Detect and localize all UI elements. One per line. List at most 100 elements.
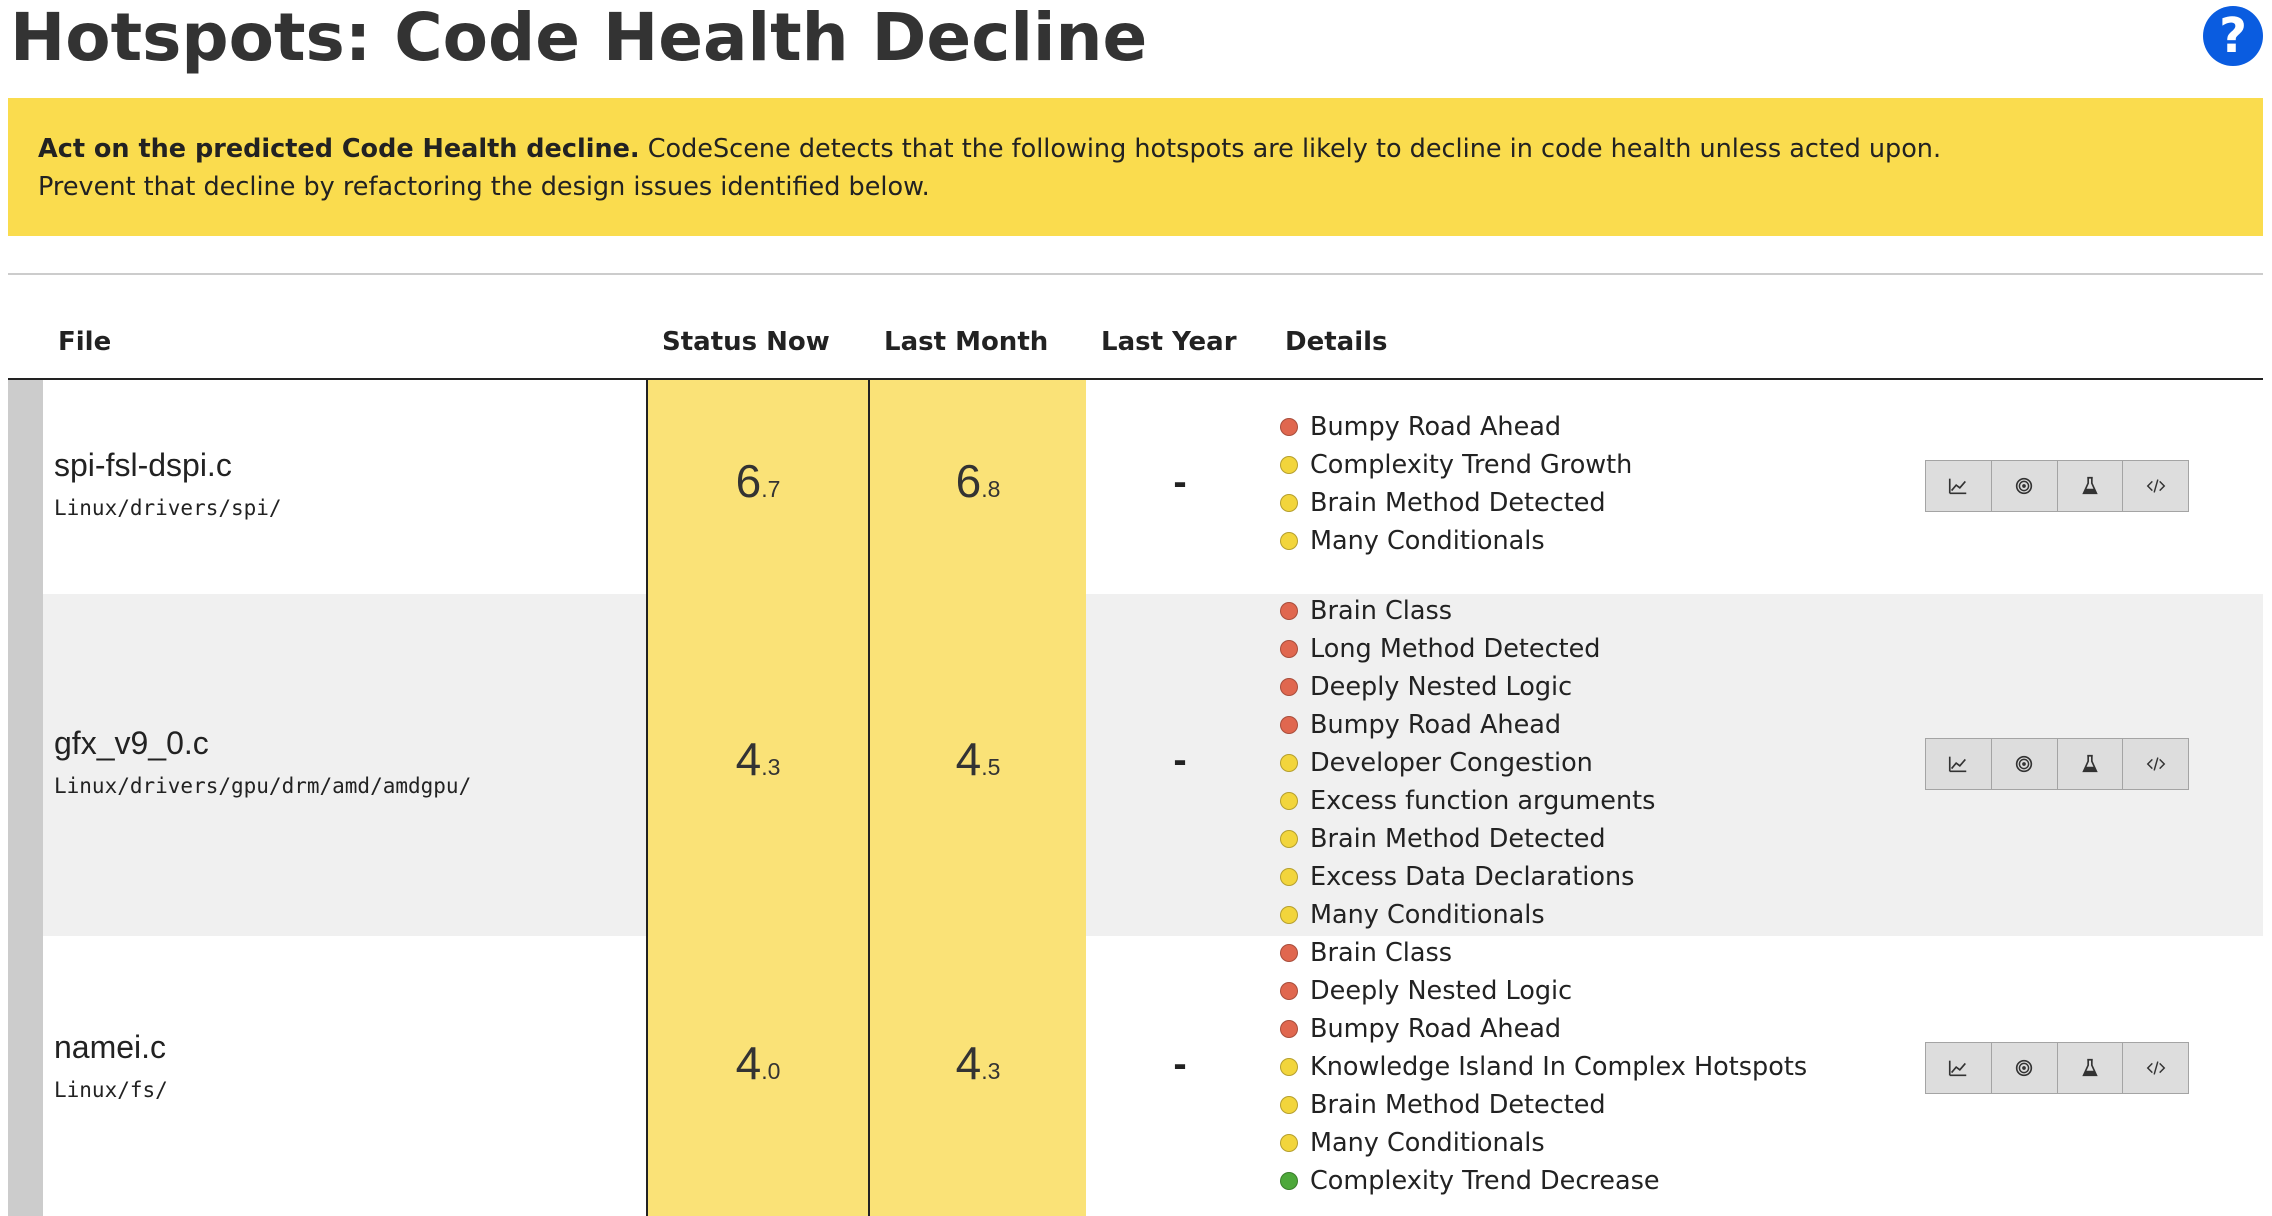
last-year-value: - bbox=[1173, 738, 1187, 782]
detail-item[interactable]: Many Conditionals bbox=[1280, 522, 1632, 560]
detail-item[interactable]: Brain Method Detected bbox=[1280, 820, 1655, 858]
score-decimal: .3 bbox=[761, 754, 781, 780]
target-icon bbox=[2013, 475, 2035, 497]
code-button[interactable] bbox=[2123, 739, 2188, 789]
row-actions bbox=[1925, 1042, 2189, 1094]
detail-item[interactable]: Bumpy Road Ahead bbox=[1280, 408, 1632, 446]
flask-icon bbox=[2079, 753, 2101, 775]
score-decimal: .5 bbox=[981, 754, 1001, 780]
score-whole: 6 bbox=[735, 455, 762, 507]
info-banner: Act on the predicted Code Health decline… bbox=[8, 98, 2263, 236]
flask-button[interactable] bbox=[2058, 739, 2124, 789]
last-month-score: 4.5 bbox=[870, 732, 1086, 786]
detail-item[interactable]: Long Method Detected bbox=[1280, 630, 1655, 668]
flask-icon bbox=[2079, 475, 2101, 497]
trend-chart-icon bbox=[1947, 1057, 1969, 1079]
trend-chart-icon bbox=[1947, 753, 1969, 775]
score-whole: 6 bbox=[955, 455, 982, 507]
code-icon bbox=[2145, 1057, 2167, 1079]
red-status-dot-icon bbox=[1280, 678, 1298, 696]
detail-label: Brain Method Detected bbox=[1310, 488, 1606, 518]
detail-item[interactable]: Knowledge Island In Complex Hotspots bbox=[1280, 1048, 1807, 1086]
last-year-value: - bbox=[1173, 1042, 1187, 1086]
score-whole: 4 bbox=[955, 733, 982, 785]
detail-item[interactable]: Bumpy Road Ahead bbox=[1280, 706, 1655, 744]
detail-item[interactable]: Brain Method Detected bbox=[1280, 1086, 1807, 1124]
red-status-dot-icon bbox=[1280, 716, 1298, 734]
header-details[interactable]: Details bbox=[1285, 327, 1388, 357]
detail-label: Deeply Nested Logic bbox=[1310, 976, 1573, 1006]
target-button[interactable] bbox=[1992, 739, 2058, 789]
header-status-now[interactable]: Status Now bbox=[662, 327, 830, 357]
header-last-month[interactable]: Last Month bbox=[884, 327, 1049, 357]
target-button[interactable] bbox=[1992, 1043, 2058, 1093]
file-path: Linux/fs/ bbox=[54, 1078, 168, 1102]
yellow-status-dot-icon bbox=[1280, 456, 1298, 474]
detail-item[interactable]: Brain Method Detected bbox=[1280, 484, 1632, 522]
header-file[interactable]: File bbox=[58, 327, 112, 357]
column-divider bbox=[868, 380, 870, 1216]
detail-item[interactable]: Excess Data Declarations bbox=[1280, 858, 1655, 896]
banner-bold-text: Act on the predicted Code Health decline… bbox=[38, 134, 640, 164]
row-stripe bbox=[8, 594, 43, 936]
yellow-status-dot-icon bbox=[1280, 754, 1298, 772]
yellow-status-dot-icon bbox=[1280, 494, 1298, 512]
banner-text: CodeScene detects that the following hot… bbox=[639, 134, 1942, 164]
detail-item[interactable]: Many Conditionals bbox=[1280, 1124, 1807, 1162]
detail-label: Brain Class bbox=[1310, 938, 1453, 968]
table-row bbox=[8, 936, 2263, 1216]
detail-item[interactable]: Deeply Nested Logic bbox=[1280, 668, 1655, 706]
trend-chart-button[interactable] bbox=[1926, 461, 1992, 511]
code-button[interactable] bbox=[2123, 1043, 2188, 1093]
code-icon bbox=[2145, 475, 2167, 497]
detail-item[interactable]: Developer Congestion bbox=[1280, 744, 1655, 782]
trend-chart-button[interactable] bbox=[1926, 1043, 1992, 1093]
last-month-column bbox=[870, 380, 1086, 1216]
score-decimal: .3 bbox=[981, 1058, 1001, 1084]
header-line bbox=[8, 378, 2263, 380]
detail-label: Complexity Trend Growth bbox=[1310, 450, 1633, 480]
code-button[interactable] bbox=[2123, 461, 2188, 511]
yellow-status-dot-icon bbox=[1280, 906, 1298, 924]
detail-label: Long Method Detected bbox=[1310, 634, 1601, 664]
detail-item[interactable]: Complexity Trend Growth bbox=[1280, 446, 1632, 484]
banner-line-2: Prevent that decline by refactoring the … bbox=[38, 172, 930, 202]
status-now-score: 4.3 bbox=[650, 732, 866, 786]
header-last-year[interactable]: Last Year bbox=[1101, 327, 1237, 357]
score-decimal: .8 bbox=[981, 476, 1001, 502]
flask-icon bbox=[2079, 1057, 2101, 1079]
detail-item[interactable]: Deeply Nested Logic bbox=[1280, 972, 1807, 1010]
last-month-score: 4.3 bbox=[870, 1036, 1086, 1090]
file-name[interactable]: namei.c bbox=[54, 1029, 167, 1065]
last-month-score: 6.8 bbox=[870, 454, 1086, 508]
red-status-dot-icon bbox=[1280, 982, 1298, 1000]
score-whole: 4 bbox=[955, 1037, 982, 1089]
detail-label: Many Conditionals bbox=[1310, 900, 1545, 930]
detail-label: Deeply Nested Logic bbox=[1310, 672, 1573, 702]
detail-label: Many Conditionals bbox=[1310, 1128, 1545, 1158]
file-name[interactable]: gfx_v9_0.c bbox=[54, 725, 209, 761]
flask-button[interactable] bbox=[2058, 461, 2124, 511]
last-year-value: - bbox=[1173, 460, 1187, 504]
score-whole: 4 bbox=[735, 733, 762, 785]
detail-item[interactable]: Many Conditionals bbox=[1280, 896, 1655, 934]
target-button[interactable] bbox=[1992, 461, 2058, 511]
red-status-dot-icon bbox=[1280, 944, 1298, 962]
detail-item[interactable]: Brain Class bbox=[1280, 592, 1655, 630]
detail-label: Many Conditionals bbox=[1310, 526, 1545, 556]
help-button[interactable]: ? bbox=[2203, 6, 2263, 66]
flask-button[interactable] bbox=[2058, 1043, 2124, 1093]
detail-item[interactable]: Brain Class bbox=[1280, 934, 1807, 972]
yellow-status-dot-icon bbox=[1280, 1096, 1298, 1114]
file-name[interactable]: spi-fsl-dspi.c bbox=[54, 447, 232, 483]
red-status-dot-icon bbox=[1280, 418, 1298, 436]
detail-label: Bumpy Road Ahead bbox=[1310, 1014, 1562, 1044]
detail-item[interactable]: Bumpy Road Ahead bbox=[1280, 1010, 1807, 1048]
status-now-score: 4.0 bbox=[650, 1036, 866, 1090]
table-row bbox=[8, 380, 2263, 594]
detail-item[interactable]: Complexity Trend Decrease bbox=[1280, 1162, 1807, 1200]
detail-label: Excess function arguments bbox=[1310, 786, 1656, 816]
status-now-column bbox=[648, 380, 868, 1216]
detail-item[interactable]: Excess function arguments bbox=[1280, 782, 1655, 820]
trend-chart-button[interactable] bbox=[1926, 739, 1992, 789]
